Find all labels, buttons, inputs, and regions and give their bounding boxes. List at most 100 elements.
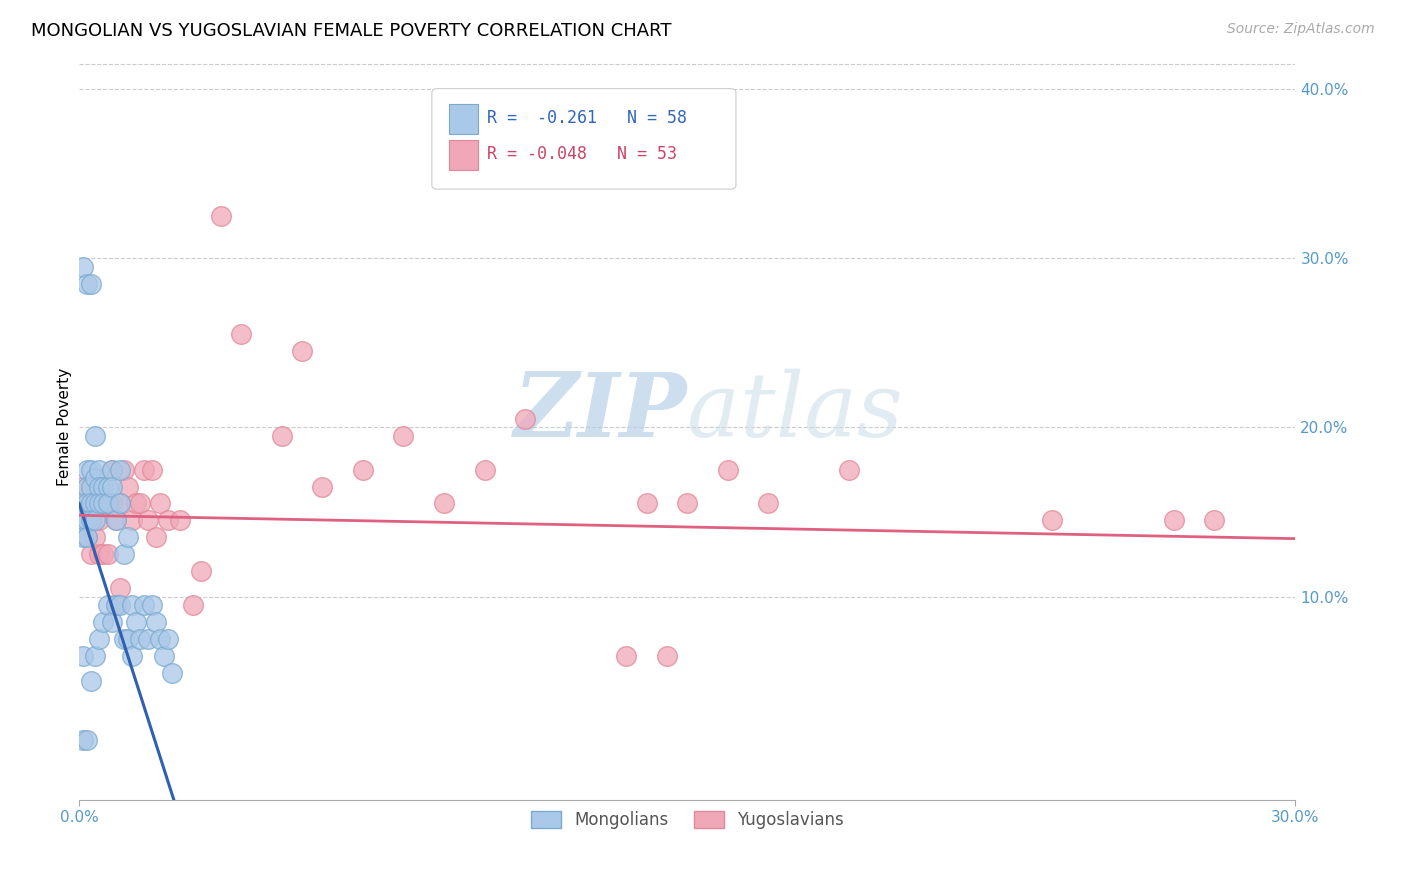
Point [141,598,163,612]
Point [636,496,658,510]
Point [758,496,780,510]
FancyBboxPatch shape [449,104,478,134]
Point [513,412,536,426]
Point [149,496,172,510]
Point [616,648,638,663]
Point [157,513,180,527]
Point [80,277,103,291]
Point [89,632,111,646]
Point [132,598,155,612]
Point [121,513,143,527]
Point [104,598,127,612]
Point [72,513,94,527]
Point [93,479,115,493]
Text: ZIP: ZIP [515,369,688,456]
Point [93,496,115,510]
Point [76,496,98,510]
Point [676,496,699,510]
Point [84,513,107,527]
Point [89,479,111,493]
Point [89,462,111,476]
Point [117,632,139,646]
Point [132,462,155,476]
Point [80,462,103,476]
Point [145,615,167,629]
Point [181,598,204,612]
Point [112,547,135,561]
Point [108,496,131,510]
Legend: Mongolians, Yugoslavians: Mongolians, Yugoslavians [524,805,851,836]
Point [96,598,118,612]
Point [121,598,143,612]
Point [157,632,180,646]
Point [433,496,456,510]
Point [76,277,98,291]
Point [108,496,131,510]
Point [838,462,860,476]
Point [89,513,111,527]
Point [153,648,176,663]
Point [100,462,122,476]
Point [136,632,159,646]
Point [93,547,115,561]
Point [291,344,314,359]
Point [96,496,118,510]
Point [72,648,94,663]
Point [169,513,191,527]
Point [717,462,740,476]
Point [104,513,127,527]
Point [84,496,107,510]
Point [1204,513,1226,527]
Text: MONGOLIAN VS YUGOSLAVIAN FEMALE POVERTY CORRELATION CHART: MONGOLIAN VS YUGOSLAVIAN FEMALE POVERTY … [31,22,672,40]
Point [80,547,103,561]
Point [655,648,678,663]
Point [93,615,115,629]
Point [112,632,135,646]
FancyBboxPatch shape [449,140,478,169]
Point [84,429,107,443]
Point [80,513,103,527]
Point [141,462,163,476]
Point [76,462,98,476]
Point [80,496,103,510]
Point [96,547,118,561]
Point [72,260,94,274]
Point [76,530,98,544]
Point [108,581,131,595]
Point [76,530,98,544]
Point [145,530,167,544]
Point [136,513,159,527]
Point [100,479,122,493]
Point [108,462,131,476]
Point [121,648,143,663]
Point [76,513,98,527]
Point [89,547,111,561]
Point [117,479,139,493]
Point [129,496,152,510]
Point [76,479,98,493]
Point [100,615,122,629]
Point [80,479,103,493]
Point [149,632,172,646]
Point [1040,513,1063,527]
Point [84,648,107,663]
Point [84,496,107,510]
Point [93,496,115,510]
Text: Source: ZipAtlas.com: Source: ZipAtlas.com [1227,22,1375,37]
Point [104,598,127,612]
Point [190,564,212,578]
FancyBboxPatch shape [432,88,735,189]
Point [392,429,415,443]
Point [96,496,118,510]
Point [76,733,98,747]
Point [96,479,118,493]
Point [84,530,107,544]
Point [89,496,111,510]
Point [231,327,253,342]
Point [72,496,94,510]
Text: R = -0.048   N = 53: R = -0.048 N = 53 [486,145,676,163]
Point [1163,513,1185,527]
Text: atlas: atlas [688,369,903,456]
Point [80,513,103,527]
Point [209,209,232,223]
